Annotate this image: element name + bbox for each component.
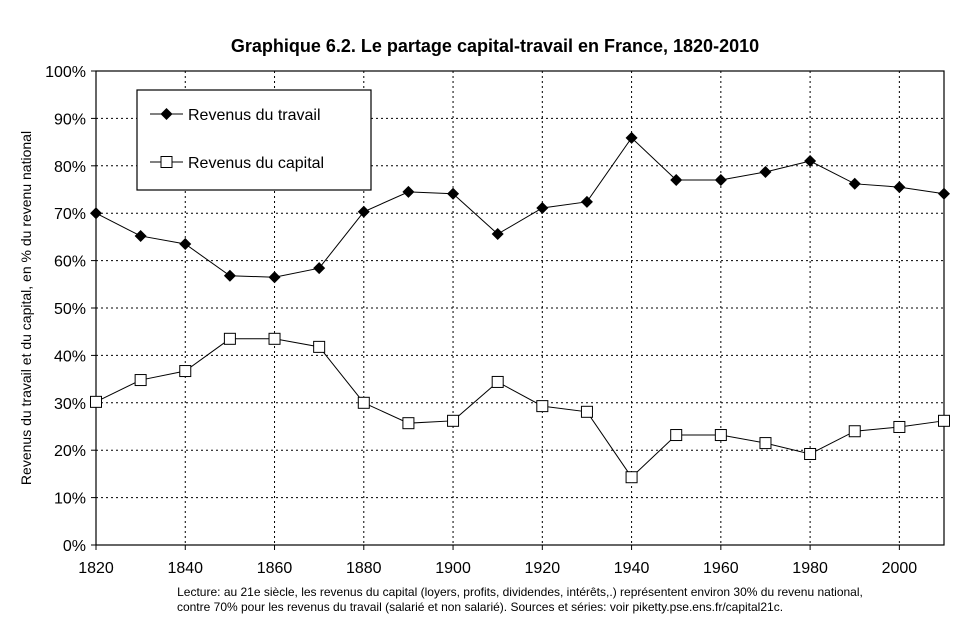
data-point-capital [402, 417, 415, 430]
data-point-capital [804, 447, 817, 460]
data-point-capital [670, 429, 683, 442]
data-point-capital [625, 471, 638, 484]
y-tick-label: 80% [54, 159, 86, 176]
data-point-travail [268, 271, 281, 284]
data-point-travail [491, 228, 504, 241]
y-tick-label: 90% [54, 111, 86, 128]
y-tick-label: 50% [54, 301, 86, 318]
data-point-capital [848, 425, 861, 438]
legend-diamond-marker [160, 108, 173, 120]
series-line-capital [95, 338, 945, 478]
data-point-travail [223, 269, 236, 282]
x-tick-label: 1880 [346, 560, 382, 577]
data-point-travail [313, 262, 326, 275]
y-tick-label: 60% [54, 254, 86, 271]
y-axis-label: Revenus du travail et du capital, en % d… [18, 131, 34, 485]
data-point-capital [938, 414, 950, 427]
data-point-travail [670, 174, 683, 187]
y-tick-label: 0% [63, 538, 86, 555]
data-point-travail [714, 174, 727, 187]
data-point-travail [938, 187, 950, 200]
data-point-capital [268, 332, 281, 345]
data-point-capital [223, 332, 236, 345]
x-tick-label: 1940 [614, 560, 650, 577]
data-point-capital [313, 340, 326, 353]
data-point-capital [893, 420, 906, 433]
legend-label-travail: Revenus du travail [188, 107, 321, 124]
data-point-capital [759, 437, 772, 450]
x-tick-label: 1820 [78, 560, 114, 577]
data-point-travail [134, 229, 147, 242]
data-point-capital [536, 400, 549, 413]
note-line-2: contre 70% pour les revenus du travail (… [177, 600, 783, 614]
y-tick-label: 30% [54, 396, 86, 413]
data-point-capital [179, 365, 192, 378]
data-point-travail [625, 131, 638, 144]
data-point-travail [402, 185, 415, 198]
series-line-travail [95, 137, 945, 278]
data-point-travail [893, 181, 906, 194]
x-tick-label: 1960 [703, 560, 739, 577]
data-point-capital [447, 414, 460, 427]
data-point-capital [714, 429, 727, 442]
data-point-capital [580, 405, 593, 418]
x-tick-label: 1860 [257, 560, 293, 577]
data-point-travail [580, 195, 593, 208]
data-point-capital [357, 396, 370, 409]
data-point-travail [357, 205, 370, 218]
x-tick-label: 2000 [882, 560, 918, 577]
y-tick-label: 100% [45, 64, 86, 81]
y-tick-label: 20% [54, 443, 86, 460]
y-tick-label: 40% [54, 348, 86, 365]
data-point-travail [447, 187, 460, 200]
x-tick-label: 1900 [435, 560, 471, 577]
data-point-travail [536, 201, 549, 214]
data-point-travail [848, 177, 861, 190]
y-tick-label: 70% [54, 206, 86, 223]
legend-square-marker [160, 156, 173, 168]
data-point-travail [759, 165, 772, 178]
x-tick-label: 1920 [525, 560, 561, 577]
data-point-capital [90, 395, 102, 408]
data-point-travail [804, 155, 817, 168]
x-tick-label: 1980 [792, 560, 828, 577]
legend-label-capital: Revenus du capital [188, 155, 324, 172]
x-tick-label: 1840 [167, 560, 203, 577]
legend: Revenus du travail Revenus du capital [136, 89, 372, 191]
data-point-capital [134, 374, 147, 387]
chart-title: Graphique 6.2. Le partage capital-travai… [231, 36, 759, 56]
note-line-1: Lecture: au 21e siècle, les revenus du c… [177, 585, 863, 599]
data-point-travail [179, 238, 192, 251]
data-point-travail [90, 207, 102, 220]
y-tick-label: 10% [54, 491, 86, 508]
data-point-capital [491, 375, 504, 388]
